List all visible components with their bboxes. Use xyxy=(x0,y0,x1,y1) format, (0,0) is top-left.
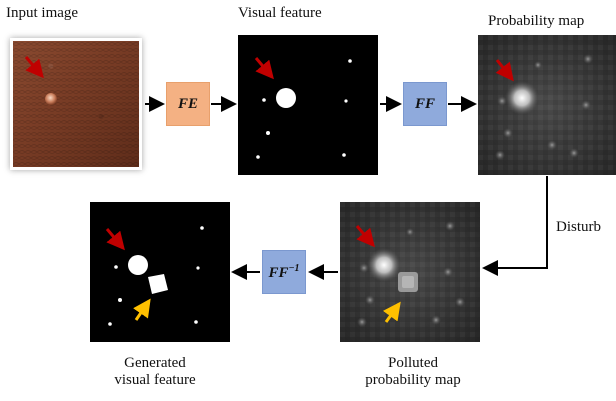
red-arrow-probability xyxy=(495,59,514,82)
polluted-probability-map-caption: Polluted probability map xyxy=(338,355,488,389)
ff-inverse-block: FF−1 xyxy=(262,250,306,294)
visual-feature-content xyxy=(256,59,352,159)
fe-block-label: FE xyxy=(177,95,198,112)
defect-glow xyxy=(505,81,539,115)
arrow-disturb xyxy=(482,176,548,276)
generated-visual-feature-caption: Generated visual feature xyxy=(80,355,230,389)
polluted-probability-map-panel xyxy=(340,202,480,342)
red-arrow-polluted xyxy=(355,225,375,248)
generated-patch xyxy=(148,274,168,294)
generated-caption-line1: Generated xyxy=(124,355,186,371)
visual-feature-title: Visual feature xyxy=(238,5,322,21)
generated-visual-feature-panel xyxy=(90,202,230,342)
probability-map-panel xyxy=(478,35,616,175)
probability-map-title: Probability map xyxy=(488,13,585,29)
yellow-arrow-generated xyxy=(133,298,151,321)
disturb-label: Disturb xyxy=(556,219,601,235)
generated-feature-content xyxy=(108,226,204,326)
generated-caption-line2: visual feature xyxy=(114,372,196,388)
defect-spot xyxy=(45,93,57,105)
ff-block-label: FF xyxy=(414,95,435,112)
defect-blob xyxy=(276,88,296,108)
visual-feature-panel xyxy=(238,35,378,175)
fe-block: FE xyxy=(166,82,210,126)
red-arrow-input xyxy=(24,56,44,79)
polluted-caption-line2: probability map xyxy=(365,372,461,388)
defect-glow xyxy=(367,248,401,282)
ff-block: FF xyxy=(403,82,447,126)
red-arrow-feature xyxy=(254,57,274,80)
defect-blob xyxy=(128,255,148,275)
ff-inverse-block-label: FF−1 xyxy=(268,262,300,281)
red-arrow-generated xyxy=(105,228,125,251)
probability-map-content xyxy=(478,35,616,175)
polluted-caption-line1: Polluted xyxy=(387,355,438,371)
input-image-title: Input image xyxy=(6,5,79,21)
polluted-map-content xyxy=(340,202,480,342)
yellow-arrow-polluted xyxy=(382,301,401,323)
